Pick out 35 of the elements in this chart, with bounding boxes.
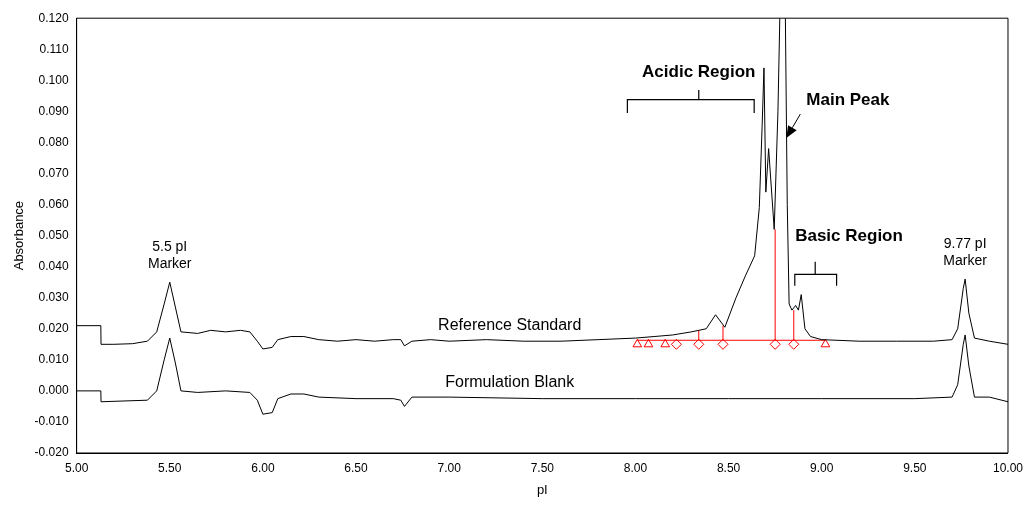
series-label: Formulation Blank	[445, 373, 576, 391]
x-tick-label: 9.00	[810, 460, 834, 475]
y-tick-label: 0.110	[39, 41, 69, 56]
y-tick-label: 0.050	[38, 227, 69, 242]
annotation: Main Peak	[806, 90, 890, 111]
y-tick-label: 0.100	[38, 72, 69, 87]
y-tick-label: 0.060	[38, 196, 69, 211]
annotation: 9.77 pI Marker	[942, 235, 988, 270]
x-tick-label: 7.50	[530, 460, 555, 475]
y-tick-label: -0.020	[34, 445, 69, 460]
annotation: Basic Region	[795, 225, 903, 246]
x-tick-label: 8.50	[716, 460, 741, 475]
x-tick-label: 5.50	[158, 460, 182, 475]
x-tick-label: 5.00	[64, 460, 89, 475]
x-axis-title: pI	[536, 481, 548, 497]
x-tick-label: 7.00	[437, 460, 462, 475]
y-tick-label: 0.000	[38, 383, 69, 398]
x-tick-label: 9.50	[903, 460, 927, 475]
y-tick-label: -0.010	[34, 414, 69, 429]
y-tick-label: 0.120	[38, 10, 69, 25]
x-tick-label: 6.50	[344, 460, 369, 475]
y-tick-label: 0.080	[38, 134, 69, 149]
x-tick-label: 10.00	[992, 460, 1024, 475]
series-label: Reference Standard	[438, 315, 582, 333]
y-tick-label: 0.040	[38, 258, 69, 273]
annotation: 5.5 pI Marker	[146, 238, 193, 273]
x-tick-label: 8.00	[623, 460, 648, 475]
y-tick-label: 0.030	[38, 290, 69, 305]
y-tick-label: 0.020	[38, 321, 69, 336]
annotation: Acidic Region	[641, 61, 757, 82]
y-tick-label: 0.010	[38, 352, 69, 367]
y-tick-label: 0.090	[38, 103, 69, 118]
y-tick-label: 0.070	[38, 165, 69, 180]
y-axis-title: Absorbance	[11, 200, 27, 271]
x-tick-label: 6.00	[251, 460, 275, 475]
